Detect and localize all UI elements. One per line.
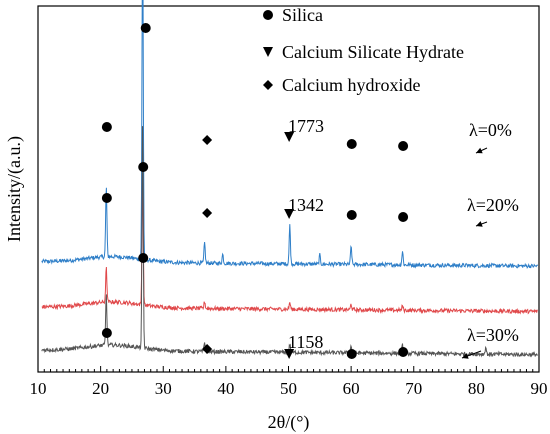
series-labels: λ=0% λ=20% λ=30% — [461, 120, 519, 359]
legend: Silica Calcium Silicate Hydrate Calcium hy… — [263, 5, 464, 95]
y-axis-label: Intensity/(a.u.) — [4, 136, 25, 242]
x-tick-label: 90 — [531, 379, 548, 398]
series-line-2 — [41, 126, 538, 358]
annotations: 1773 1342 1158 — [288, 116, 324, 352]
series-label: λ=20% — [467, 195, 519, 215]
series-line-0 — [41, 0, 539, 269]
x-axis-label: 2θ/(°) — [268, 412, 310, 433]
peak-marker-triangle-down — [284, 209, 295, 219]
series-line-1 — [41, 176, 538, 315]
x-tick-label: 30 — [155, 379, 172, 398]
peak-marker-circle — [101, 122, 112, 132]
peak-marker-circle — [346, 349, 357, 359]
peak-annotation: 1158 — [288, 332, 323, 352]
series-label-arrowhead — [476, 147, 483, 154]
peak-marker-triangle-down — [284, 349, 295, 359]
peak-marker-circle — [101, 328, 112, 338]
legend-marker-diamond — [263, 80, 273, 90]
legend-entry-label: Silica — [282, 5, 323, 25]
legend-marker-triangle-down — [263, 47, 273, 57]
traces — [41, 0, 539, 358]
peak-annotation: 1773 — [288, 116, 324, 136]
legend-entry-label: Calcium hydroxide — [282, 75, 420, 95]
peak-marker-circle — [398, 141, 409, 151]
x-axis: 10 20 30 40 50 60 70 80 90 — [30, 366, 548, 398]
peak-marker-diamond — [202, 344, 213, 354]
x-tick-label: 60 — [343, 379, 360, 398]
x-tick-label: 20 — [92, 379, 109, 398]
x-tick-label: 40 — [217, 379, 234, 398]
series-label: λ=0% — [469, 120, 512, 140]
series-label: λ=30% — [467, 325, 519, 345]
peak-marker-circle — [101, 193, 112, 203]
series-label-arrowhead — [462, 353, 469, 359]
peak-annotation: 1342 — [288, 195, 324, 215]
x-tick-label: 50 — [280, 379, 297, 398]
peak-marker-diamond — [202, 135, 213, 145]
peak-marker-circle — [138, 162, 149, 172]
peak-markers — [101, 23, 409, 359]
x-tick-label: 70 — [405, 379, 422, 398]
peak-marker-circle — [346, 139, 357, 149]
peak-marker-circle — [398, 212, 409, 222]
peak-marker-circle — [398, 347, 409, 357]
x-tick-label: 10 — [30, 379, 47, 398]
legend-entry-label: Calcium Silicate Hydrate — [282, 42, 464, 62]
peak-marker-circle — [138, 253, 149, 263]
legend-marker-circle — [263, 10, 273, 20]
peak-marker-diamond — [202, 208, 213, 218]
plot-area: 1773 1342 1158 λ=0% λ=20% λ=30% — [37, 0, 540, 373]
peak-marker-circle — [140, 23, 151, 33]
series-label-arrowhead — [476, 221, 483, 227]
x-tick-label: 80 — [468, 379, 485, 398]
peak-marker-triangle-down — [284, 132, 295, 142]
peak-marker-circle — [346, 210, 357, 220]
